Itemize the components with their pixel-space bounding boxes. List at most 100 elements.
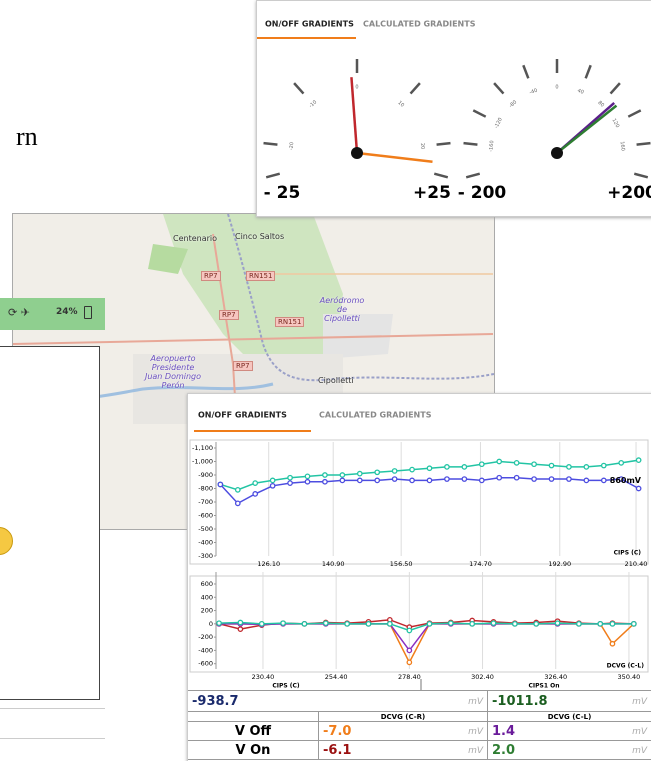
gauge-scale-label: -160 xyxy=(488,140,495,152)
header-row: DCVG (C-R) DCVG (C-L) xyxy=(188,712,651,722)
road-label: RN151 xyxy=(246,271,275,281)
tab: CALCULATED GRADIENTS xyxy=(319,411,432,420)
background-text: rn xyxy=(16,122,38,152)
point xyxy=(340,473,344,477)
road-label: RP7 xyxy=(219,310,239,320)
tab: ON/OFF GRADIENTS xyxy=(198,411,287,420)
point xyxy=(449,621,453,625)
place-label: Aeropuerto Presidente Juan Domingo Perón xyxy=(143,354,203,390)
divider xyxy=(0,708,105,709)
point xyxy=(584,465,588,469)
point xyxy=(323,480,327,484)
gauge-tick xyxy=(294,83,303,93)
point xyxy=(610,642,614,646)
x-tick-label: 278.40 xyxy=(398,673,421,681)
x-tick-label: 210.40 xyxy=(625,560,648,568)
gauge-min-label: - 200 xyxy=(458,183,507,203)
column-header: DCVG (C-R) xyxy=(319,712,488,722)
unit: mV xyxy=(632,746,647,756)
point xyxy=(636,486,640,490)
point xyxy=(514,476,518,480)
y-tick-label: 0 xyxy=(209,620,213,628)
charts: ON/OFF GRADIENTS CALCULATED GRADIENTS 126.… xyxy=(188,394,651,691)
point xyxy=(555,621,559,625)
point xyxy=(410,467,414,471)
point xyxy=(238,620,242,624)
point xyxy=(602,478,606,482)
point xyxy=(445,465,449,469)
point xyxy=(480,462,484,466)
gauge-tick xyxy=(637,143,651,144)
point xyxy=(602,463,606,467)
gauge-scale-label: -20 xyxy=(288,142,295,151)
status-bar: ⟳ ✈ 24% xyxy=(0,298,105,330)
point xyxy=(445,477,449,481)
gauge-scale-label: 20 xyxy=(419,143,426,150)
gauge-tick xyxy=(586,65,591,78)
gauge-tick xyxy=(264,143,278,144)
series-line xyxy=(220,460,638,490)
unit: mV xyxy=(632,697,647,707)
y-tick-label: -1,000 xyxy=(192,458,213,466)
gauge-hub xyxy=(551,147,563,159)
gauge-scale-label: -120 xyxy=(493,117,504,130)
y-tick-label: -400 xyxy=(198,539,213,547)
plot-frame xyxy=(190,440,648,564)
value: -938.7 xyxy=(192,694,239,709)
point xyxy=(549,477,553,481)
place-label: Centenario xyxy=(173,234,243,243)
gauge-scale-label: 80 xyxy=(596,100,605,109)
point xyxy=(532,477,536,481)
point xyxy=(619,461,623,465)
point xyxy=(497,476,501,480)
gauge-needle xyxy=(557,106,616,153)
gauge-tick xyxy=(466,174,480,178)
point xyxy=(584,478,588,482)
point xyxy=(392,477,396,481)
point xyxy=(345,622,349,626)
place-label: Aeródromo de Cipolletti xyxy=(318,296,366,323)
point xyxy=(340,478,344,482)
gauge-tick xyxy=(464,143,478,144)
point xyxy=(288,481,292,485)
point xyxy=(238,627,242,631)
gauge-scale-label: -40 xyxy=(529,88,539,97)
point xyxy=(549,463,553,467)
road-label: RP7 xyxy=(201,271,221,281)
point xyxy=(375,478,379,482)
value: 2.0 xyxy=(492,743,515,758)
y-tick-label: -500 xyxy=(198,525,213,533)
point xyxy=(281,621,285,625)
gauge-scale-label: 0 xyxy=(355,85,358,91)
gauge-max-label: +25 xyxy=(413,183,451,203)
x-tick-label: 174.70 xyxy=(469,560,492,568)
point xyxy=(470,622,474,626)
point xyxy=(358,471,362,475)
x-tick-label: 302.40 xyxy=(471,673,494,681)
gauge-tick xyxy=(611,83,620,93)
gauge-tick xyxy=(411,83,420,93)
phone-card xyxy=(0,346,100,700)
point xyxy=(598,622,602,626)
gauge-tick xyxy=(628,110,640,116)
point xyxy=(253,481,257,485)
axis-title: CIPS1 On xyxy=(529,683,560,690)
point xyxy=(217,621,221,625)
gauge-tick xyxy=(434,174,448,178)
x-tick-label: 254.40 xyxy=(325,673,348,681)
point xyxy=(534,622,538,626)
x-tick-label: 126.10 xyxy=(257,560,280,568)
row-label: V Off xyxy=(188,722,319,741)
gauge-scale-label: -10 xyxy=(308,99,318,109)
gauge-scale-label: 40 xyxy=(576,88,584,96)
x-tick-label: 350.40 xyxy=(618,673,641,681)
gauge-panel: ON/OFF GRADIENTSCALCULATED GRADIENTS-20-… xyxy=(256,0,651,217)
battery-icon xyxy=(84,306,92,319)
point xyxy=(636,458,640,462)
gauge-scale-label: 0 xyxy=(555,85,558,91)
point xyxy=(288,476,292,480)
unit: mV xyxy=(632,727,647,737)
